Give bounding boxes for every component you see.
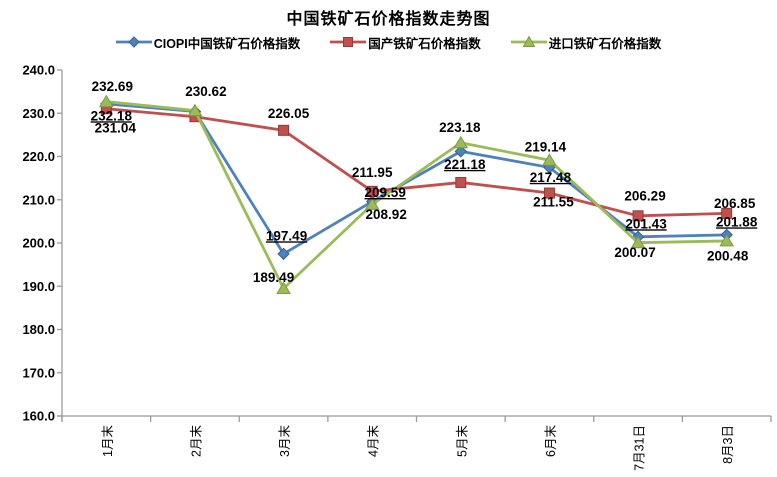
square-marker-icon (721, 207, 733, 219)
chart-legend: CIOPI中国铁矿石价格指数 国产铁矿石价格指数 进口铁矿石价格指数 (0, 32, 777, 52)
series-line-2 (106, 100, 727, 291)
data-label: 206.29 (624, 188, 665, 203)
triangle-marker-icon (542, 153, 557, 166)
legend-item-import: 进口铁矿石价格指数 (510, 33, 662, 52)
y-tick-label: 240.0 (22, 63, 55, 78)
square-marker-icon (366, 185, 378, 197)
y-tick-label: 220.0 (22, 149, 55, 164)
legend-line-diamond-icon (115, 36, 152, 48)
legend-line-triangle-icon (510, 35, 547, 47)
y-tick-label: 190.0 (22, 279, 55, 294)
data-label: 206.85 (714, 196, 756, 211)
x-category-label: 8月3日 (721, 425, 735, 464)
series-line-0 (106, 102, 727, 256)
data-label: 201.88 (716, 214, 758, 229)
legend-item-domestic: 国产铁矿石价格指数 (330, 33, 481, 52)
x-category-label: 7月31日 (633, 425, 647, 471)
diamond-marker-icon (454, 145, 468, 158)
triangle-marker-icon (364, 197, 380, 210)
square-marker-icon (455, 176, 467, 188)
data-label: 219.14 (525, 140, 567, 155)
y-tick-label: 160.0 (22, 409, 55, 424)
data-label: 209.59 (365, 185, 406, 200)
square-marker-icon (632, 210, 644, 222)
data-label: 189.49 (253, 270, 294, 285)
data-label: 232.69 (92, 79, 133, 94)
data-label: 231.04 (95, 120, 137, 135)
data-label: 200.07 (614, 245, 655, 260)
data-label: 211.55 (533, 195, 574, 210)
data-label: 223.18 (439, 120, 481, 135)
y-tick-label: 210.0 (22, 192, 55, 207)
legend-label-ciopi: CIOPI中国铁矿石价格指数 (153, 36, 301, 51)
diamond-marker-icon (277, 247, 290, 261)
triangle-marker-icon (630, 235, 646, 249)
x-category-label: 1月末 (101, 425, 115, 457)
series-line-1 (106, 107, 727, 218)
y-tick-label: 170.0 (22, 365, 55, 380)
y-tick-label: 180.0 (22, 322, 55, 337)
x-category-label: 2月末 (189, 425, 203, 457)
triangle-marker-icon (98, 94, 114, 108)
square-marker-icon (278, 124, 290, 136)
triangle-marker-icon (276, 281, 291, 294)
data-label: 232.18 (91, 108, 133, 123)
triangle-marker-icon (453, 135, 469, 149)
data-label: 208.92 (366, 207, 407, 222)
legend-item-ciopi: CIOPI中国铁矿石价格指数 (115, 33, 301, 52)
chart-title: 中国铁矿石价格指数走势图 (286, 11, 491, 28)
triangle-marker-icon (187, 103, 203, 117)
data-label: 201.43 (625, 216, 667, 231)
y-tick-label: 200.0 (22, 236, 55, 251)
x-category-label: 5月末 (455, 425, 469, 457)
x-category-label: 6月末 (544, 425, 558, 457)
data-label: 200.48 (707, 248, 749, 263)
legend-line-square-icon (330, 37, 367, 47)
triangle-marker-icon (719, 233, 735, 247)
data-label: 221.18 (444, 157, 486, 172)
data-label: 226.05 (268, 106, 310, 121)
legend-label-import: 进口铁矿石价格指数 (548, 36, 662, 51)
data-label: 217.48 (530, 170, 572, 185)
data-label: 230.62 (185, 84, 226, 99)
square-marker-icon (543, 187, 555, 199)
x-category-label: 4月末 (367, 425, 381, 457)
data-label: 197.49 (266, 228, 307, 243)
y-tick-label: 230.0 (22, 106, 55, 121)
legend-label-domestic: 国产铁矿石价格指数 (368, 36, 481, 51)
data-label: 211.95 (352, 165, 393, 180)
x-category-label: 3月末 (278, 425, 292, 457)
